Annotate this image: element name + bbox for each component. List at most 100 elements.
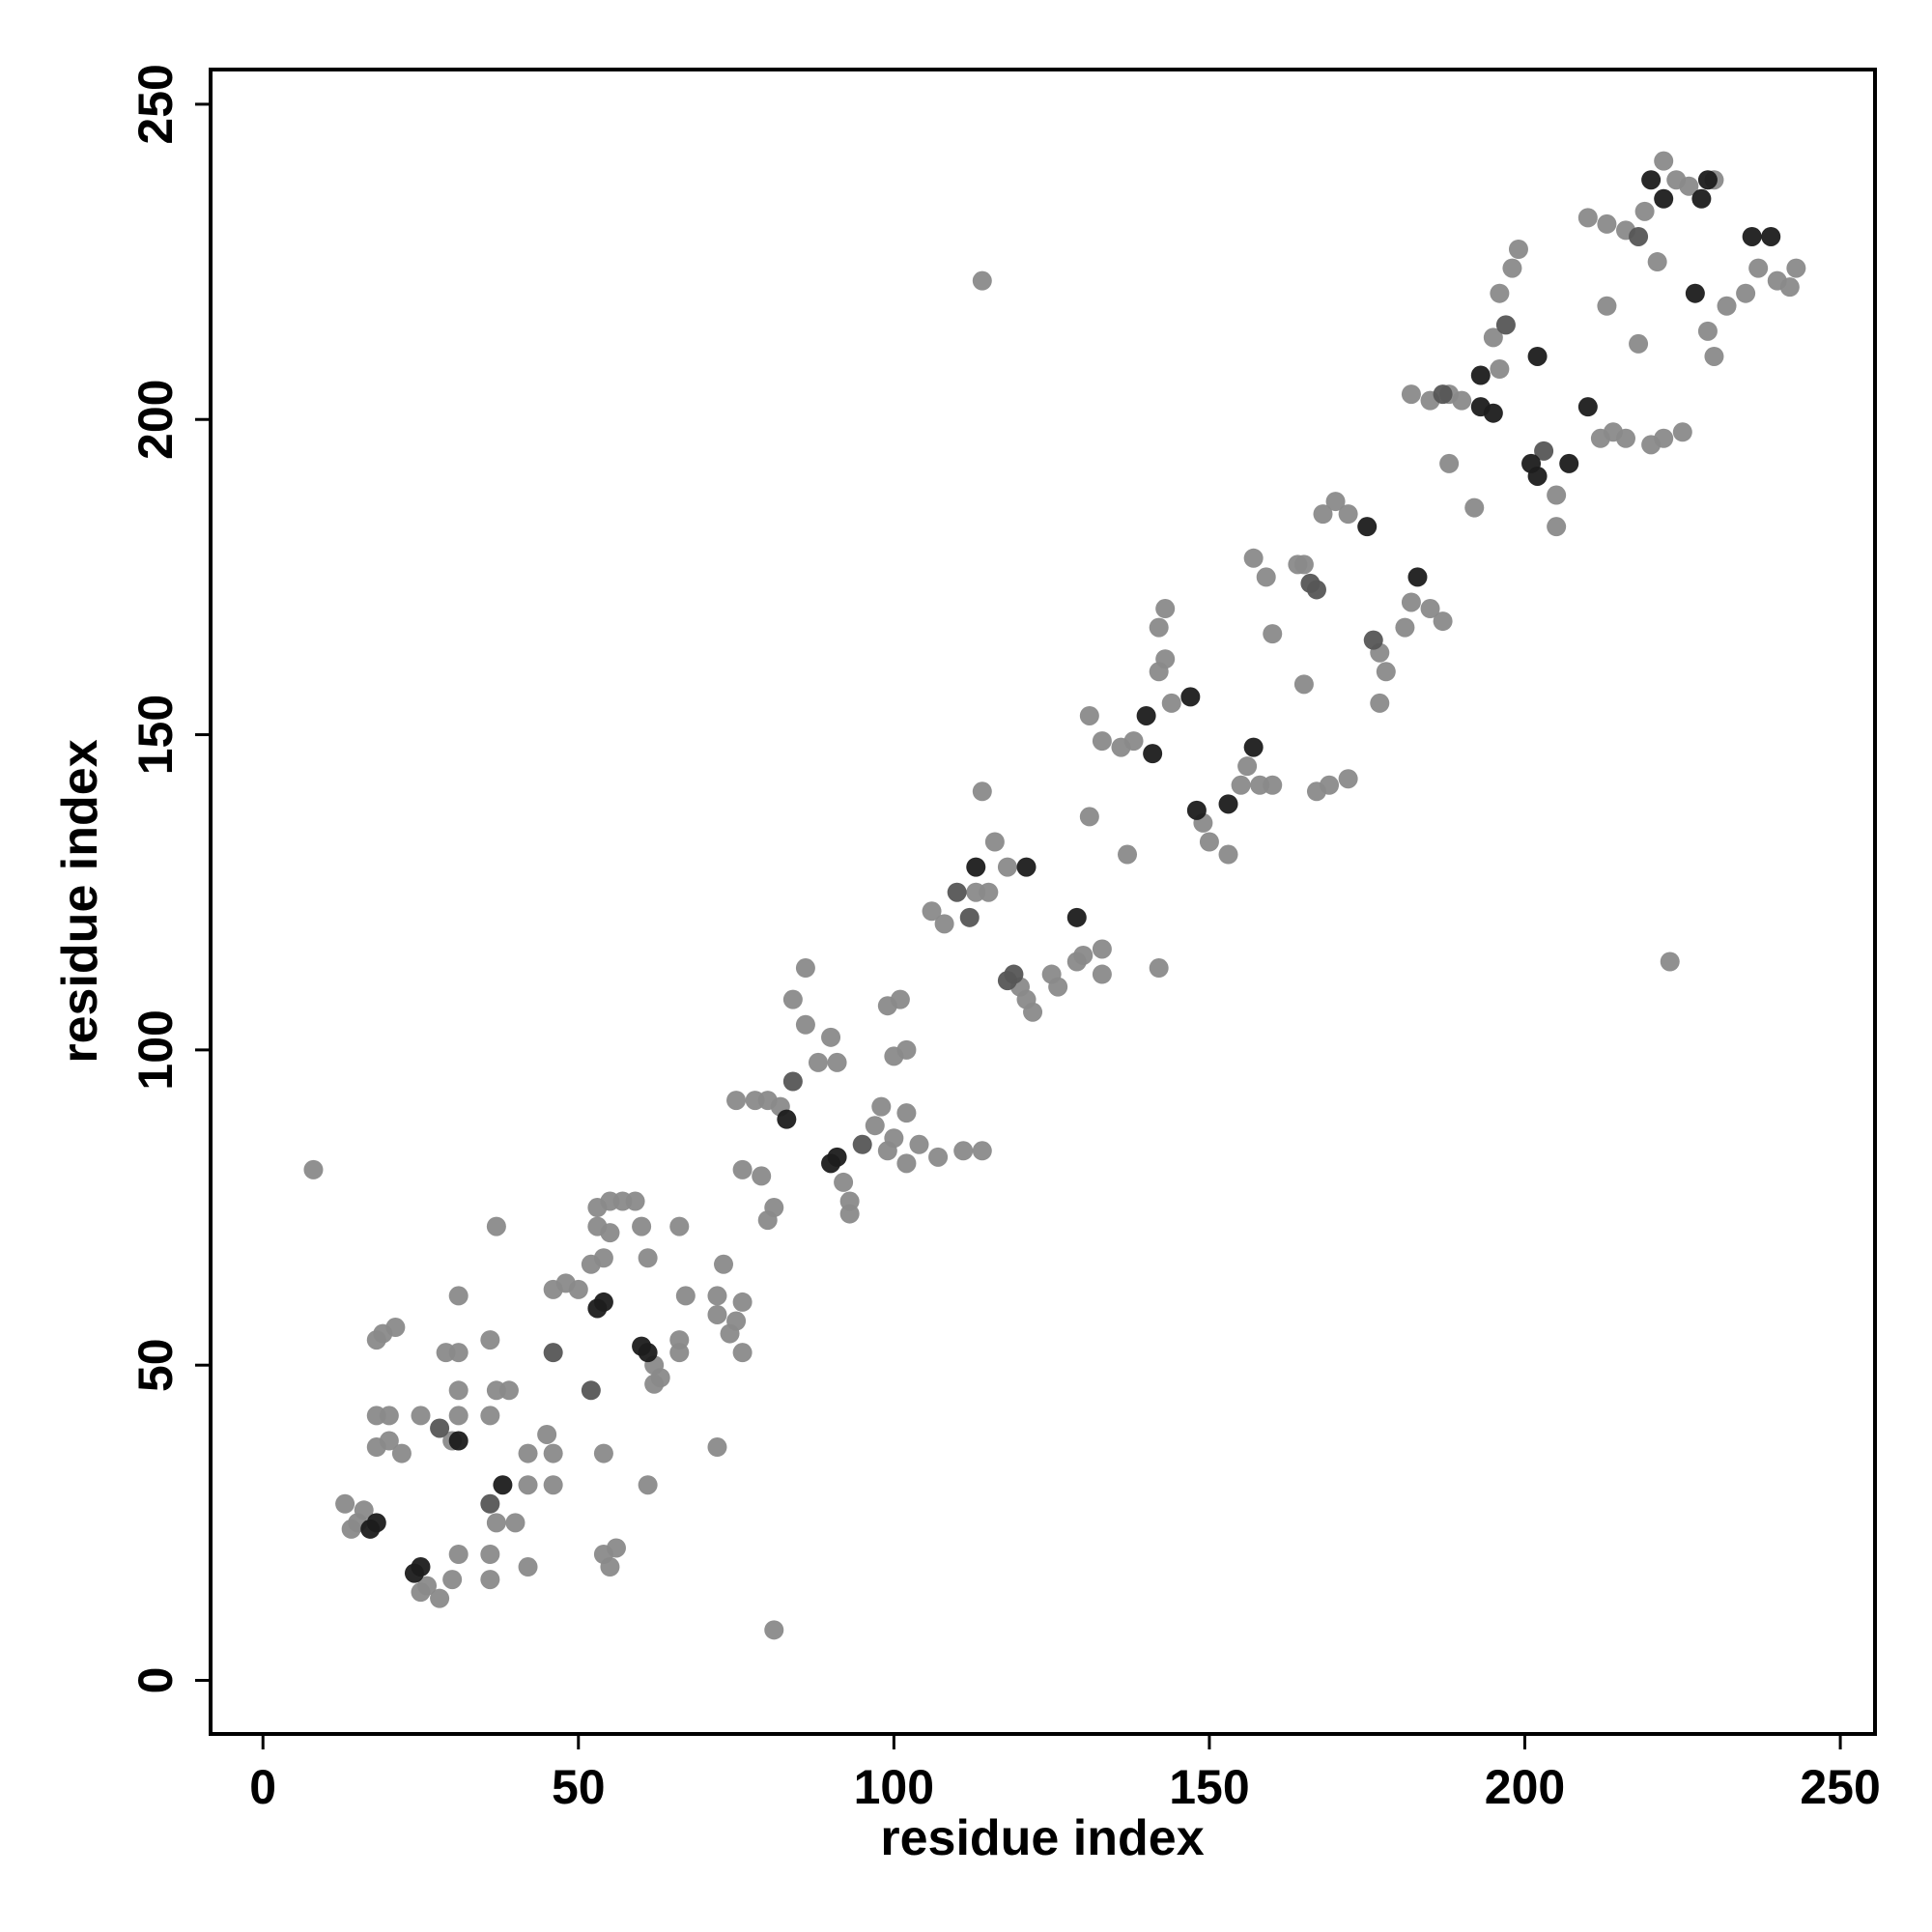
- point: [1483, 403, 1503, 423]
- point: [593, 1292, 613, 1312]
- point: [827, 1147, 847, 1167]
- point: [518, 1475, 538, 1495]
- point: [537, 1424, 557, 1444]
- point: [757, 1210, 778, 1231]
- point: [928, 1147, 949, 1167]
- point: [1376, 662, 1396, 682]
- point: [1641, 170, 1662, 190]
- y-tick-label: 50: [128, 1338, 183, 1392]
- point: [752, 1166, 772, 1186]
- point: [834, 1172, 854, 1192]
- point: [922, 901, 942, 922]
- point: [1300, 573, 1321, 593]
- point: [1092, 939, 1112, 959]
- point: [1118, 844, 1138, 865]
- point: [606, 1538, 626, 1558]
- point: [732, 1159, 753, 1179]
- point: [1079, 807, 1099, 827]
- point: [1672, 422, 1692, 442]
- point: [1407, 567, 1428, 587]
- point: [600, 1557, 620, 1577]
- point: [543, 1475, 563, 1495]
- point: [568, 1279, 588, 1299]
- point: [1597, 296, 1617, 316]
- point: [1092, 731, 1112, 752]
- point: [1660, 952, 1680, 972]
- point: [1066, 907, 1087, 927]
- point: [871, 1096, 892, 1117]
- point: [1470, 365, 1491, 385]
- point: [865, 1116, 885, 1136]
- point: [890, 989, 910, 1009]
- x-tick-label: 0: [249, 1760, 276, 1814]
- point: [638, 1248, 658, 1268]
- point: [777, 1109, 797, 1129]
- point: [1370, 693, 1390, 713]
- point: [632, 1216, 652, 1236]
- point: [1048, 977, 1068, 997]
- point: [947, 882, 967, 902]
- point: [498, 1380, 519, 1401]
- point: [644, 1374, 665, 1394]
- point: [782, 1071, 803, 1092]
- point: [303, 1159, 324, 1179]
- point: [593, 1248, 613, 1268]
- point: [1634, 201, 1655, 221]
- x-tick-label: 250: [1800, 1760, 1880, 1814]
- point: [972, 270, 992, 291]
- point: [448, 1431, 469, 1451]
- point: [638, 1475, 658, 1495]
- point: [1439, 453, 1460, 473]
- point: [366, 1513, 386, 1533]
- point: [966, 857, 986, 877]
- point: [1073, 945, 1094, 965]
- point: [707, 1286, 727, 1306]
- point: [625, 1191, 645, 1211]
- point: [366, 1330, 386, 1350]
- point: [1433, 384, 1453, 405]
- point: [1401, 384, 1421, 405]
- point: [1161, 693, 1181, 713]
- point: [480, 1570, 500, 1590]
- point: [486, 1216, 506, 1236]
- point: [600, 1223, 620, 1243]
- point: [979, 882, 999, 902]
- point: [391, 1443, 412, 1463]
- point: [448, 1380, 469, 1401]
- point: [1338, 504, 1358, 525]
- point: [448, 1286, 469, 1306]
- point: [972, 781, 992, 802]
- point: [1679, 176, 1699, 196]
- point: [442, 1570, 463, 1590]
- point: [411, 1582, 431, 1603]
- point: [379, 1406, 399, 1426]
- y-tick-label: 250: [128, 64, 183, 144]
- point: [1149, 617, 1169, 638]
- point: [335, 1493, 355, 1514]
- point: [430, 1418, 450, 1438]
- point: [1433, 611, 1453, 632]
- point: [1508, 240, 1528, 260]
- y-tick-label: 100: [128, 1009, 183, 1090]
- point: [821, 1027, 841, 1047]
- point: [953, 1141, 974, 1161]
- point: [1243, 548, 1264, 568]
- point: [1495, 315, 1516, 335]
- point: [480, 1330, 500, 1350]
- point: [1483, 327, 1503, 348]
- point: [518, 1557, 538, 1577]
- point: [1357, 517, 1378, 537]
- point: [934, 914, 954, 934]
- x-tick-label: 150: [1169, 1760, 1249, 1814]
- point: [1079, 705, 1099, 725]
- point: [1654, 428, 1674, 448]
- point: [1256, 567, 1276, 587]
- point: [1186, 800, 1207, 820]
- point: [997, 857, 1017, 877]
- point: [480, 1406, 500, 1426]
- point: [1243, 737, 1264, 757]
- point: [1092, 964, 1112, 984]
- point: [1654, 151, 1674, 171]
- point: [959, 907, 980, 927]
- plot-frame: [209, 68, 1877, 1736]
